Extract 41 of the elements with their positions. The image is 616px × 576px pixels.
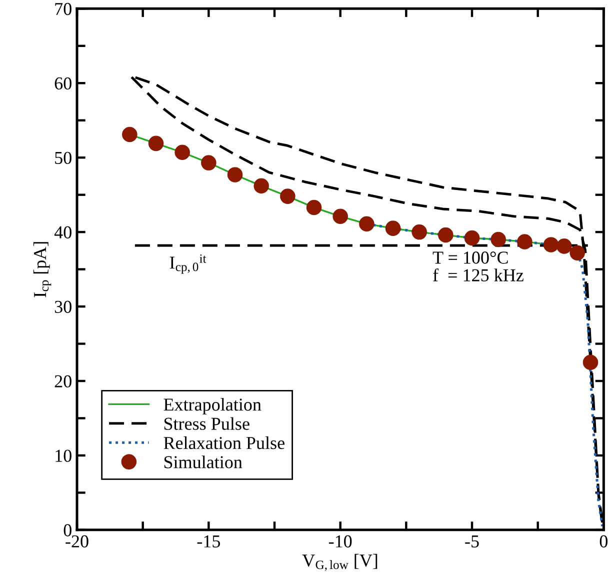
y-tick-label: 40: [54, 226, 72, 238]
point: [556, 238, 572, 254]
y-tick-label: 60: [54, 77, 72, 90]
point: [254, 178, 269, 194]
x-tick-label: -15: [197, 535, 220, 548]
annotation: T = 100°C f = 125 kHz: [432, 252, 524, 282]
point: [438, 227, 454, 243]
legend-label: Stress Pulse: [164, 417, 250, 430]
point: [464, 230, 480, 246]
y-tick-label: 0: [64, 524, 72, 536]
point: [148, 136, 164, 152]
point: [306, 200, 322, 216]
x-axis-title: V$_{G,low}$ [V]: [302, 554, 378, 571]
point: [280, 188, 296, 204]
y-axis-title: I$_{cp}$ [pA]: [33, 242, 52, 298]
y-tick-label: 50: [55, 152, 72, 164]
legend-label: Extrapolation: [164, 398, 262, 414]
point: [174, 144, 190, 160]
annotation: I$_{cp,0}$$^{it}$: [170, 254, 206, 274]
legend-label: Relaxation Pulse: [164, 436, 284, 450]
point: [122, 126, 138, 142]
x-tick-label: -10: [328, 535, 352, 548]
point: [227, 167, 243, 182]
y-tick-label: 20: [54, 375, 72, 388]
point: [359, 216, 374, 232]
point: [385, 220, 401, 236]
point: [412, 224, 427, 240]
point: [570, 245, 585, 261]
point: [201, 155, 216, 170]
point: [490, 232, 506, 248]
point: [543, 237, 559, 252]
x-tick-label: 0: [600, 535, 608, 548]
y-tick-label: 70: [55, 2, 72, 16]
x-tick-label: -5: [465, 535, 479, 548]
point: [332, 208, 348, 224]
y-tick-label: 10: [56, 450, 72, 462]
y-tick-label: 30: [54, 300, 72, 313]
point: [517, 234, 532, 250]
legend-label: Simulation: [164, 456, 242, 468]
x-tick-label: -20: [66, 535, 88, 548]
point: [582, 354, 598, 370]
